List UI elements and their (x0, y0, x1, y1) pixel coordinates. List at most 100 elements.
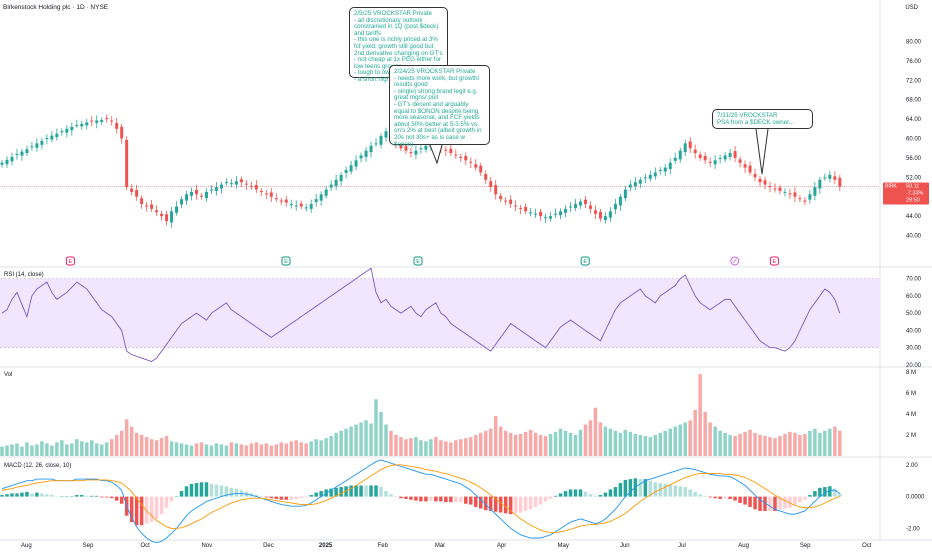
volume-bar (424, 441, 428, 456)
price-candle (798, 198, 802, 200)
volume-bar (728, 435, 732, 456)
price-candle (698, 154, 702, 158)
volume-bar (638, 435, 643, 456)
macd-histogram-bar (543, 496, 548, 502)
volume-bar (174, 442, 179, 456)
price-candle (384, 131, 388, 138)
price-candle (55, 133, 59, 138)
price-candle (35, 143, 39, 148)
price-candle (409, 152, 413, 154)
price-candle (25, 149, 29, 154)
macd-histogram-bar (40, 493, 44, 497)
price-candle (519, 207, 523, 209)
macd-histogram-bar (548, 496, 553, 499)
x-axis-tick-label: Jul (678, 543, 686, 549)
macd-histogram-bar (114, 496, 119, 501)
volume-bar (414, 437, 418, 456)
macd-histogram-bar (90, 495, 94, 497)
price-tag-box (883, 182, 929, 205)
macd-histogram-bar (608, 489, 613, 497)
price-candle (190, 191, 194, 196)
price-candle (449, 148, 453, 154)
macd-histogram-bar (439, 496, 443, 502)
volume-bar (254, 442, 259, 456)
macd-histogram-bar (104, 496, 109, 498)
price-candle (90, 120, 94, 122)
macd-histogram-bar (588, 494, 593, 497)
price-candle (793, 192, 797, 197)
macd-histogram-bar (474, 496, 478, 507)
price-candle (279, 200, 283, 202)
volume-bar (299, 442, 303, 456)
earnings-marker (281, 256, 291, 266)
volume-bar (488, 428, 493, 456)
price-candle (85, 122, 89, 126)
volume-bar (294, 440, 298, 456)
price-candle (194, 189, 198, 195)
volume-bar (429, 439, 433, 456)
x-axis-tick-label: Aug (21, 543, 32, 549)
macd-histogram-bar (833, 488, 837, 497)
volume-bar (444, 441, 448, 456)
price-candle (115, 122, 119, 129)
macd-histogram-bar (703, 495, 707, 497)
volume-bar (304, 443, 308, 456)
macd-axis-tick-label: 2.00 (906, 463, 918, 469)
price-candle (713, 160, 717, 165)
volume-bar (65, 444, 69, 456)
price-candle (234, 181, 238, 185)
volume-bar (0, 446, 4, 456)
macd-histogram-bar (184, 486, 189, 497)
price-candle (823, 177, 827, 179)
macd-histogram-bar (678, 486, 682, 497)
note-jul31[interactable]: 7/31/25 VROCKSTAR PSA from a $DECK owner… (712, 109, 813, 129)
volume-bar (603, 426, 608, 456)
volume-bar (249, 443, 254, 456)
macd-histogram-bar (399, 496, 403, 499)
volume-bar (773, 438, 777, 456)
volume-bar (239, 444, 244, 456)
volume-bar (693, 409, 697, 456)
note-feb24[interactable]: 2/24/25 VROCKSTAR Private - needs more w… (389, 65, 490, 147)
volume-bar (20, 446, 24, 456)
price-candle (459, 156, 463, 158)
price-candle (683, 143, 687, 153)
volume-bar (314, 439, 318, 456)
price-candle (329, 184, 333, 188)
signal-line (1, 464, 840, 533)
volume-title: Vol (4, 372, 12, 378)
volume-bar (109, 439, 114, 456)
volume-bar (483, 430, 488, 456)
volume-bar (369, 423, 373, 456)
price-candle (833, 176, 837, 180)
price-candle (170, 211, 174, 223)
macd-histogram-bar (0, 495, 4, 497)
price-tag-symbol: BIRK (885, 184, 897, 190)
macd-histogram-bar (713, 496, 717, 499)
dividend-icon (732, 258, 737, 264)
macd-histogram-bar (85, 495, 89, 497)
macd-histogram-bar (159, 496, 164, 515)
volume-bar (538, 435, 543, 456)
volume-bar (658, 432, 663, 456)
macd-histogram-bar (778, 496, 782, 510)
macd-histogram-bar (503, 496, 508, 514)
price-candle (583, 199, 587, 205)
volume-bar (60, 440, 64, 456)
volume-bar (434, 437, 438, 456)
macd-histogram-bar (618, 483, 623, 497)
price-candle (593, 210, 597, 214)
price-candle (813, 187, 817, 196)
price-candle (150, 204, 154, 209)
macd-histogram-bar (80, 495, 84, 497)
price-candle (100, 120, 104, 122)
volume-bar (788, 431, 792, 456)
price-candle (75, 124, 79, 126)
price-candle (753, 173, 757, 178)
price-candle (239, 179, 243, 183)
macd-histogram-bar (389, 494, 393, 497)
volume-bar (469, 437, 473, 456)
macd-histogram-bar (259, 496, 264, 498)
volume-bar (568, 432, 573, 456)
